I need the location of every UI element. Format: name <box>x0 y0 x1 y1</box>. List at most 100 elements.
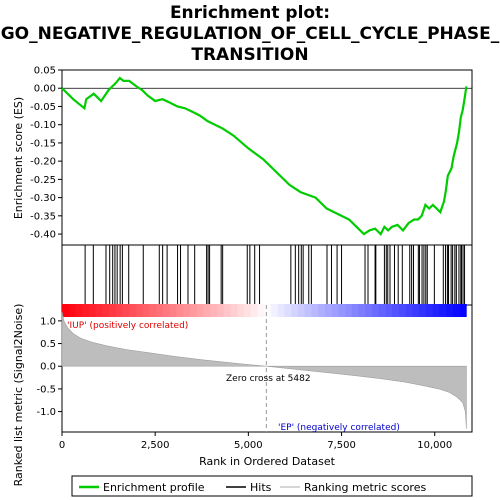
colorbar-segment <box>459 304 467 317</box>
x-tick-label: 2,500 <box>141 440 170 451</box>
colorbar-segment <box>331 304 339 317</box>
colorbar-segment <box>378 304 386 317</box>
colorbar-segment <box>324 304 332 317</box>
colorbar-segment <box>129 304 137 317</box>
colorbar-segment <box>257 304 265 317</box>
colorbar-segment <box>399 304 407 317</box>
colorbar-segment <box>176 304 184 317</box>
colorbar-segment <box>190 304 198 317</box>
colorbar-segment <box>270 304 278 317</box>
x-tick-label: 7,500 <box>327 440 356 451</box>
colorbar-segment <box>169 304 177 317</box>
colorbar-segment <box>338 304 346 317</box>
es-layer: 0.05 0.00 -0.05 -0.10 -0.15 -0.20 -0.25 -0.30 -0… <box>30 66 472 241</box>
es-y-tick-label: -0.20 <box>30 157 56 168</box>
colorbar-segment <box>351 304 359 317</box>
es-y-tick-label: -0.15 <box>30 138 56 149</box>
x-tick-label: 10,000 <box>417 440 452 451</box>
colorbar-segment <box>102 304 110 317</box>
colorbar-segment <box>183 304 191 317</box>
zero-cross-label: Zero cross at 5482 <box>226 374 311 384</box>
chart-title-line-3: TRANSITION <box>191 45 308 65</box>
colorbar-segment <box>68 304 76 317</box>
colorbar-segment <box>75 304 83 317</box>
rank-axis-label: Ranked list metric (Signal2Noise) <box>12 304 25 487</box>
es-y-tick-label: -0.05 <box>30 102 56 113</box>
x-tick-label: 5,000 <box>234 440 263 451</box>
colorbar-segment <box>88 304 97 317</box>
colorbar-segment <box>358 304 366 317</box>
colorbar-segment <box>230 304 238 317</box>
rank-y-tick-label: -1.0 <box>36 407 56 418</box>
colorbar-segment <box>122 304 130 317</box>
positive-correlation-label: 'IUP' (positively correlated) <box>67 321 188 331</box>
rank-y-tick-label: 0.5 <box>40 339 56 350</box>
colorbar-segment <box>136 304 144 317</box>
colorbar-segment <box>372 304 380 317</box>
es-y-tick-label: -0.35 <box>30 211 56 222</box>
colorbar-segment <box>163 304 171 317</box>
colorbar-segment <box>156 304 164 317</box>
es-panel-frame <box>61 69 473 246</box>
colorbar-segment <box>264 304 272 317</box>
es-y-tick-label: 0.00 <box>34 84 56 95</box>
colorbar-segment <box>149 304 157 317</box>
colorbar-segment <box>243 304 252 317</box>
colorbar-segment <box>82 304 90 317</box>
colorbar-segment <box>432 304 440 317</box>
ranking-metric-area <box>61 311 467 429</box>
colorbar-segment <box>237 304 245 317</box>
chart-title-line-2: GO_NEGATIVE_REGULATION_OF_CELL_CYCLE_PHA… <box>1 24 500 44</box>
colorbar-segment <box>392 304 400 317</box>
colorbar-segment <box>345 304 353 317</box>
colorbar-segment <box>365 304 373 317</box>
x-tick-label: 0 <box>59 440 65 451</box>
legend-box <box>71 475 473 497</box>
rank-layer: 1.0 0.5 0.0 -0.5 -1.0 0 2,500 5,000 7,500 10,000 <box>36 305 467 451</box>
colorbar-segment <box>62 304 70 317</box>
colorbar-segment <box>439 304 447 317</box>
es-y-tick-label: -0.40 <box>30 230 56 241</box>
colorbar-segment <box>250 304 258 317</box>
legend-ranking-label: Ranking metric scores <box>304 481 426 494</box>
colorbar-segment <box>223 304 231 317</box>
colorbar-segment <box>311 304 319 317</box>
negative-correlation-label: 'EP' (negatively correlated) <box>278 423 400 433</box>
colorbar-segment <box>284 304 292 317</box>
colorbar-segment <box>109 304 117 317</box>
enrichment-profile-line <box>61 76 468 236</box>
colorbar-segment <box>277 304 285 317</box>
hits-layer <box>84 245 466 304</box>
colorbar-segment <box>291 304 299 317</box>
x-axis-label: Rank in Ordered Dataset <box>199 455 336 468</box>
colorbar-segment <box>318 304 326 317</box>
colorbar-segment <box>203 304 211 317</box>
colorbar-segment <box>405 304 413 317</box>
colorbar-segment <box>304 304 312 317</box>
es-y-tick-label: -0.25 <box>30 175 56 186</box>
colorbar-segment <box>385 304 393 317</box>
colorbar-segment <box>217 304 225 317</box>
chart-title-line-1: Enrichment plot: <box>170 3 330 23</box>
colorbar-segment <box>419 304 427 317</box>
rank-y-tick-label: 0.0 <box>40 362 56 373</box>
colorbar-segment <box>452 304 460 317</box>
colorbar-segment <box>95 304 103 317</box>
es-y-tick-label: -0.30 <box>30 193 56 204</box>
es-axis-label: Enrichment score (ES) <box>12 97 25 219</box>
rank-y-tick-label: 1.0 <box>40 316 56 327</box>
legend-enrichment-label: Enrichment profile <box>103 481 205 494</box>
colorbar-segment <box>142 304 150 317</box>
legend-hits-label: Hits <box>250 481 272 494</box>
colorbar-segment <box>115 304 123 317</box>
colorbar-segment <box>425 304 434 317</box>
es-y-tick-label: -0.10 <box>30 120 56 131</box>
es-y-tick-label: 0.05 <box>34 66 56 77</box>
colorbar-segment <box>210 304 218 317</box>
colorbar-segment <box>412 304 420 317</box>
colorbar-segment <box>297 304 305 317</box>
rank-y-tick-label: -0.5 <box>36 384 56 395</box>
colorbar-layer <box>62 304 467 317</box>
